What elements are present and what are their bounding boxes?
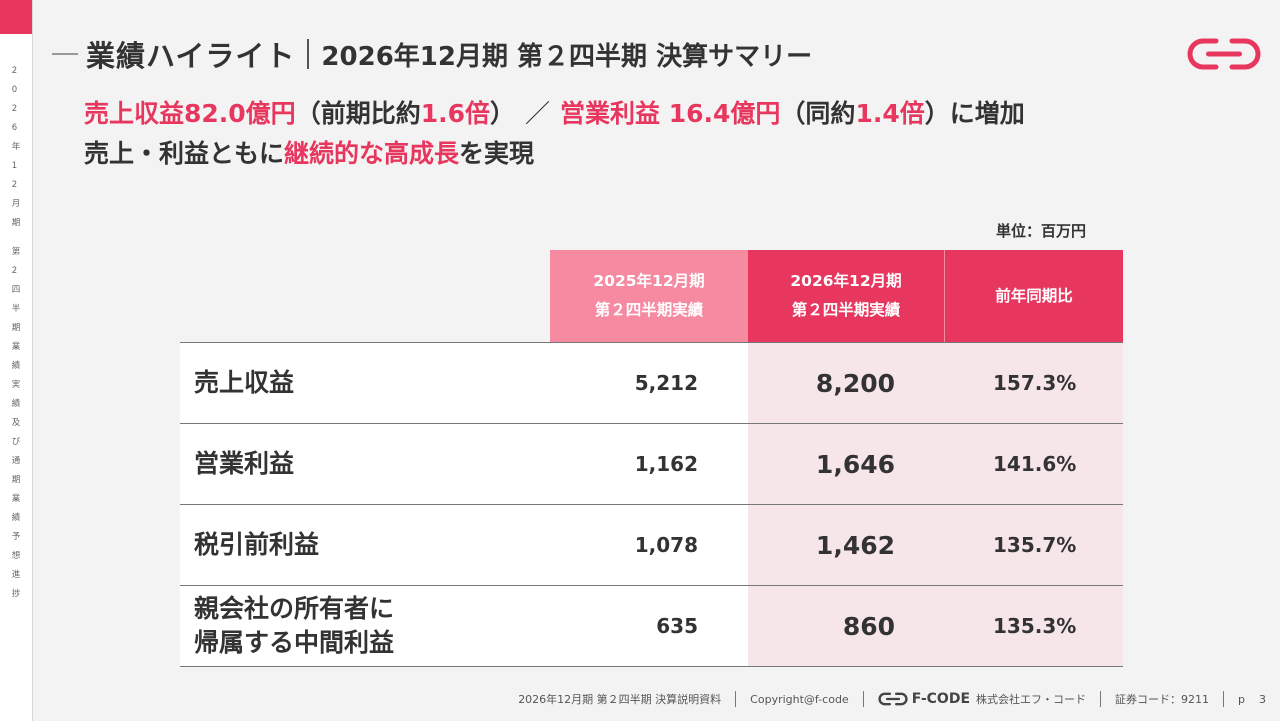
vertical-char: 6 bbox=[11, 123, 18, 133]
footer-separator bbox=[862, 691, 864, 707]
row-label: 税引前利益 bbox=[180, 505, 550, 585]
title-separator bbox=[307, 39, 310, 69]
header-cur-line1: 2026年12月期 bbox=[790, 272, 902, 290]
row-label: 親会社の所有者に 帰属する中間利益 bbox=[180, 586, 550, 666]
sidebar-accent bbox=[0, 0, 32, 34]
sidebar-divider bbox=[32, 0, 33, 721]
vertical-char: 績 bbox=[11, 361, 21, 371]
headline-revenue: 売上収益82.0億円 bbox=[84, 99, 296, 128]
footer-company: 株式会社エフ・コード bbox=[976, 693, 1087, 706]
footer-brand-name: F-CODE bbox=[911, 691, 971, 707]
column-header-yoy: 前年同期比 bbox=[945, 250, 1123, 342]
header-cur-line2: 第２四半期実績 bbox=[791, 301, 901, 319]
vertical-char: 2 bbox=[11, 104, 18, 114]
footer-securities-code: 証券コード：9211 bbox=[1115, 693, 1210, 706]
row-yoy-ratio: 135.3% bbox=[945, 586, 1123, 666]
column-header-current-year: 2026年12月期 第２四半期実績 bbox=[748, 250, 945, 342]
footer-page-label: p bbox=[1238, 692, 1245, 706]
footer-page-number: 3 bbox=[1259, 692, 1266, 706]
vertical-char: 2 bbox=[11, 180, 18, 190]
vertical-char: 績 bbox=[11, 513, 21, 523]
vertical-char: 及 bbox=[11, 418, 21, 428]
vertical-char: 第 bbox=[11, 247, 21, 257]
row-current-value: 8,200 bbox=[748, 343, 945, 423]
page-title: 業績ハイライト bbox=[86, 39, 296, 73]
f-code-brand-icon bbox=[878, 692, 908, 706]
vertical-char: 想 bbox=[11, 551, 21, 561]
results-table: 売上収益 5,212 8,200 157.3% 営業利益 1,162 1,646… bbox=[180, 342, 1123, 667]
unit-label: 単位：百万円 bbox=[996, 222, 1087, 240]
row-prev-value: 1,162 bbox=[550, 424, 748, 504]
headline-text: ） bbox=[490, 99, 516, 128]
row-label: 売上収益 bbox=[180, 343, 550, 423]
headline-separator: ／ bbox=[525, 99, 551, 128]
footer-separator bbox=[1100, 691, 1102, 707]
headline-text: ）に増加 bbox=[924, 99, 1025, 128]
table-row: 売上収益 5,212 8,200 157.3% bbox=[180, 343, 1123, 424]
headline-text: 売上・利益ともに bbox=[84, 139, 285, 168]
vertical-char: 績 bbox=[11, 399, 21, 409]
vertical-char: 予 bbox=[11, 532, 21, 542]
row-current-value: 1,462 bbox=[748, 505, 945, 585]
vertical-text-period: 2 0 2 6 年 1 2 月期 bbox=[12, 62, 21, 233]
headline-text: （同約 bbox=[780, 99, 856, 128]
row-prev-value: 5,212 bbox=[550, 343, 748, 423]
footer-doc-name: 2026年12月期 第２四半期 決算説明資料 bbox=[518, 693, 722, 706]
vertical-char: 2 bbox=[11, 66, 18, 76]
table-row: 税引前利益 1,078 1,462 135.7% bbox=[180, 505, 1123, 586]
row-prev-value: 635 bbox=[550, 586, 748, 666]
row-label: 営業利益 bbox=[180, 424, 550, 504]
headline-profit-multiple: 1.4倍 bbox=[855, 99, 925, 128]
footer-copyright: Copyright@f-code bbox=[750, 692, 849, 706]
row-current-value: 860 bbox=[748, 586, 945, 666]
header-ratio: 前年同期比 bbox=[995, 286, 1073, 305]
vertical-char: 期 bbox=[11, 323, 21, 333]
headline-text: （前期比約 bbox=[295, 99, 421, 128]
page-footer: 2026年12月期 第２四半期 決算説明資料 Copyright@f-code … bbox=[518, 688, 1266, 710]
vertical-char: 通 bbox=[11, 456, 21, 466]
vertical-char: 実 bbox=[11, 380, 21, 390]
headline-line-2: 売上・利益ともに継続的な高成長を実現 bbox=[84, 134, 1025, 174]
title-dash bbox=[52, 53, 78, 55]
column-header-prev-year: 2025年12月期 第２四半期実績 bbox=[550, 250, 748, 342]
row-yoy-ratio: 141.6% bbox=[945, 424, 1123, 504]
row-yoy-ratio: 135.7% bbox=[945, 505, 1123, 585]
headline: 売上収益82.0億円（前期比約1.6倍） ／ 営業利益 16.4億円（同約1.4倍）… bbox=[84, 94, 1025, 174]
headline-revenue-multiple: 1.6倍 bbox=[420, 99, 490, 128]
vertical-char: 年 bbox=[11, 142, 21, 152]
footer-separator bbox=[1223, 691, 1225, 707]
vertical-char: 0 bbox=[11, 85, 18, 95]
row-current-value: 1,646 bbox=[748, 424, 945, 504]
vertical-char: 期 bbox=[11, 475, 21, 485]
headline-line-1: 売上収益82.0億円（前期比約1.6倍） ／ 営業利益 16.4億円（同約1.4倍）… bbox=[84, 94, 1025, 134]
footer-brand: F-CODE bbox=[878, 691, 976, 707]
vertical-char: 業 bbox=[11, 342, 21, 352]
header-prev-line2: 第２四半期実績 bbox=[594, 301, 704, 319]
vertical-char: 捗 bbox=[11, 589, 21, 599]
vertical-char: び bbox=[11, 437, 21, 447]
vertical-char: 四 bbox=[11, 285, 21, 295]
f-code-link-logo-icon bbox=[1187, 38, 1261, 70]
vertical-char: 期 bbox=[11, 218, 21, 228]
table-row: 親会社の所有者に 帰属する中間利益 635 860 135.3% bbox=[180, 586, 1123, 667]
headline-text: を実現 bbox=[459, 139, 535, 168]
footer-separator bbox=[735, 691, 737, 707]
vertical-char: 月 bbox=[11, 199, 21, 209]
headline-operating-profit: 営業利益 16.4億円 bbox=[560, 99, 781, 128]
row-prev-value: 1,078 bbox=[550, 505, 748, 585]
vertical-char: 業 bbox=[11, 494, 21, 504]
row-yoy-ratio: 157.3% bbox=[945, 343, 1123, 423]
page-subtitle: 2026年12月期 第２四半期 決算サマリー bbox=[321, 41, 813, 72]
vertical-char: 半 bbox=[11, 304, 21, 314]
page-header: 業績ハイライト 2026年12月期 第２四半期 決算サマリー bbox=[52, 34, 812, 74]
vertical-char: 1 bbox=[11, 161, 18, 171]
vertical-char: 進 bbox=[11, 570, 21, 580]
vertical-char: 2 bbox=[11, 266, 18, 276]
table-row: 営業利益 1,162 1,646 141.6% bbox=[180, 424, 1123, 505]
headline-emphasis: 継続的な高成長 bbox=[284, 139, 460, 168]
header-prev-line1: 2025年12月期 bbox=[593, 272, 705, 290]
